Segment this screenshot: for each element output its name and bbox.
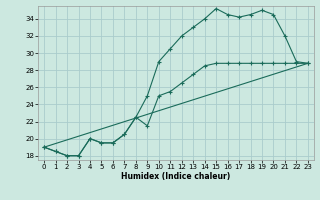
X-axis label: Humidex (Indice chaleur): Humidex (Indice chaleur) xyxy=(121,172,231,181)
